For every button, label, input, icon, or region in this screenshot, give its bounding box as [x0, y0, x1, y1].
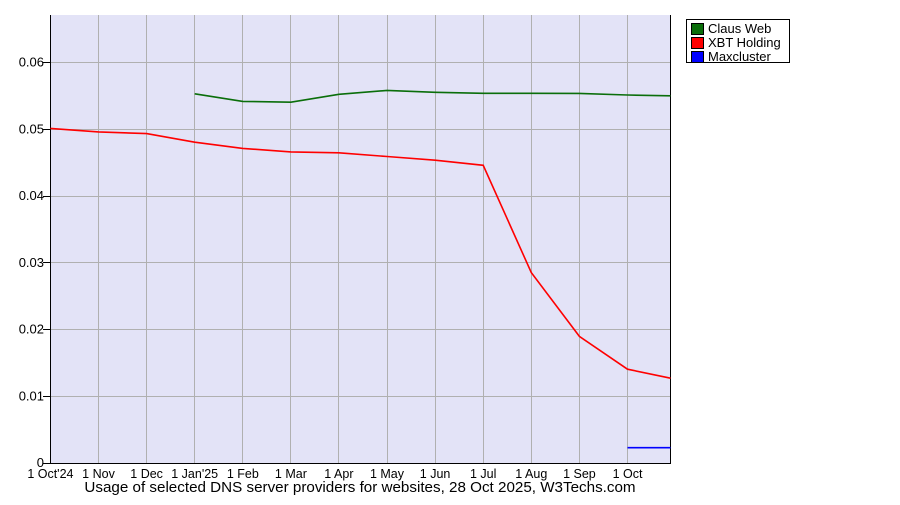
svg-text:Usage of selected DNS server p: Usage of selected DNS server providers f…	[84, 479, 635, 496]
svg-text:1 Oct'24: 1 Oct'24	[27, 467, 73, 481]
svg-text:0.04: 0.04	[19, 188, 44, 203]
svg-text:0.01: 0.01	[19, 389, 44, 404]
svg-text:0.03: 0.03	[19, 255, 44, 270]
svg-text:Claus Web: Claus Web	[708, 21, 771, 36]
svg-text:0.02: 0.02	[19, 322, 44, 337]
svg-text:Maxcluster: Maxcluster	[708, 49, 772, 64]
svg-text:0.06: 0.06	[19, 55, 44, 70]
svg-text:0.05: 0.05	[19, 121, 44, 136]
svg-text:XBT Holding: XBT Holding	[708, 35, 781, 50]
